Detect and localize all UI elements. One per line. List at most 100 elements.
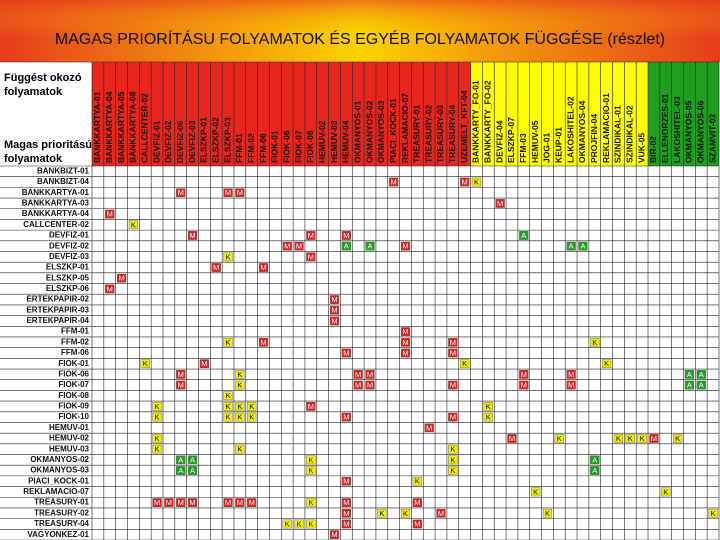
column-label: ELSZKP-03: [222, 117, 232, 163]
row-label: BANKBIZT-04: [37, 177, 90, 186]
dependency-box: [282, 241, 292, 251]
row-label: OKMANYOS-02: [30, 455, 89, 464]
dependency-box: [412, 519, 422, 529]
column-label: BANKKARTY_FO-01: [471, 80, 481, 163]
column-label: SZINDIKAL-02: [625, 105, 635, 163]
dependency-letter: K: [226, 252, 231, 261]
dependency-box: [258, 337, 269, 347]
dependency-box: [152, 434, 162, 443]
column-header-bg: [269, 62, 282, 166]
dependency-box: [176, 455, 186, 465]
dependency-box: [365, 370, 375, 379]
dependency-letter: K: [237, 445, 242, 454]
column-label: BANKKARTYA-01: [92, 91, 102, 163]
column-label: PROJFIN-04: [589, 114, 599, 163]
column-header-bg: [103, 62, 116, 166]
dependency-letter: M: [225, 188, 231, 197]
dependency-letter: K: [308, 498, 313, 507]
dependency-box: [152, 444, 162, 454]
dependency-letter: M: [402, 338, 408, 347]
dependency-letter: K: [557, 434, 562, 443]
dependency-box: [661, 487, 671, 497]
dependency-box: [448, 380, 458, 390]
dependency-box: [566, 370, 576, 379]
dependency-letter: K: [616, 434, 621, 443]
dependency-box: [341, 498, 351, 507]
column-label: HEMUV-05: [530, 120, 540, 163]
row-label: VAGYONKEZ-01: [27, 530, 89, 539]
dependency-box: [223, 252, 233, 262]
dependency-box: [235, 370, 245, 379]
dependency-box: [696, 380, 706, 390]
row-label: FIOK-08: [58, 391, 89, 400]
dependency-box: [223, 412, 233, 422]
dependency-box: [684, 380, 695, 390]
dependency-box: [389, 177, 399, 187]
dependency-letter: A: [569, 242, 574, 251]
column-label: TREASURY-01: [412, 104, 422, 163]
dependency-letter: K: [604, 359, 609, 368]
dependency-box: [140, 359, 150, 369]
dependency-box: [566, 380, 576, 390]
row-label: ELSZKP-01: [46, 263, 90, 272]
column-label: CALLCENTER-02: [139, 93, 149, 163]
dependency-box: [235, 402, 245, 411]
column-label: LAKOSHITEL-03: [672, 96, 682, 163]
row-label: FIOK-01: [58, 359, 89, 368]
corner-top: folyamatok: [4, 86, 63, 98]
dependency-letter: K: [486, 413, 491, 422]
dependency-letter: M: [154, 498, 160, 507]
dependency-letter: M: [284, 242, 290, 251]
dependency-box: [282, 519, 292, 529]
column-header-bg: [375, 62, 388, 166]
row-label: REKLAMACIO-07: [23, 487, 89, 496]
column-header-bg: [423, 62, 436, 166]
column-label: OKMANYOS-01: [352, 100, 362, 163]
dependency-letter: K: [308, 455, 313, 464]
column-header-bg: [151, 62, 163, 166]
dependency-letter: M: [402, 242, 408, 251]
dependency-letter: K: [308, 466, 313, 475]
dependency-letter: M: [237, 188, 243, 197]
dependency-box: [448, 455, 458, 465]
column-label: HEMUV-03: [329, 120, 339, 163]
column-label: ELLENORZES-01: [660, 93, 670, 163]
dependency-box: [590, 466, 600, 475]
column-label: SZINDIKAL-01: [613, 105, 623, 163]
dependency-box: [471, 177, 482, 187]
column-label: UZEMELT_KFT-04: [459, 90, 469, 163]
dependency-box: [672, 434, 683, 443]
dependency-letter: K: [450, 466, 455, 475]
column-label: DEVFIZ-01: [151, 120, 161, 163]
dependency-box: [235, 498, 245, 507]
dependency-box: [519, 380, 529, 390]
column-label: OKMANYOS-02: [364, 100, 374, 163]
dependency-letter: K: [628, 434, 633, 443]
column-header-bg: [328, 62, 341, 166]
dependency-box: [708, 508, 718, 518]
dependency-letter: M: [343, 498, 349, 507]
dependency-box: [531, 487, 541, 497]
dependency-box: [211, 263, 221, 272]
dependency-letter: A: [699, 381, 704, 390]
row-label: FIOK-07: [58, 380, 89, 389]
dependency-box: [377, 508, 387, 518]
row-label: OKMANYOS-03: [30, 466, 89, 475]
dependency-letter: M: [308, 231, 314, 240]
dependency-letter: M: [355, 370, 361, 379]
dependency-letter: M: [450, 381, 456, 390]
dependency-letter: K: [249, 402, 254, 411]
column-header-bg: [636, 62, 649, 166]
column-label: TREASURY-04: [447, 104, 457, 163]
dependency-letter: K: [155, 413, 160, 422]
dependency-letter: K: [226, 402, 231, 411]
dependency-box: [223, 391, 233, 401]
dependency-box: [590, 455, 600, 465]
dependency-box: [400, 337, 411, 347]
column-header-bg: [506, 62, 518, 166]
column-label: FIOK-06: [281, 130, 291, 163]
column-label: FFM-02: [246, 133, 256, 163]
row-label: ERTEKPAPIR-02: [26, 295, 89, 304]
dependency-box: [247, 402, 257, 411]
dependency-letter: M: [343, 348, 349, 357]
